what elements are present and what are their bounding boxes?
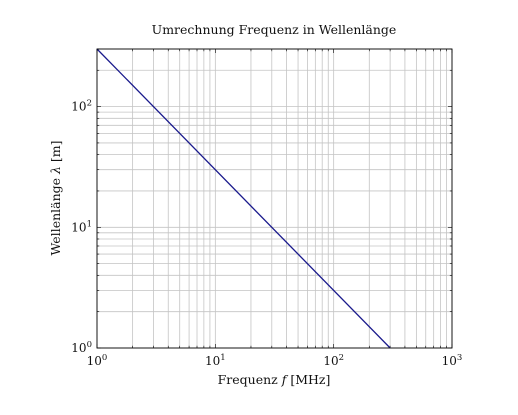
grid — [96, 48, 453, 349]
x-axis-label: Frequenz f [MHz] — [218, 372, 331, 387]
series-lines — [96, 48, 391, 349]
y-tick-label: 101 — [71, 219, 92, 234]
wavelength-line — [96, 48, 391, 349]
y-tick-labels: 100 101 102 — [71, 99, 92, 355]
y-axis-label: Wellenlänge λ [m] — [48, 140, 63, 255]
x-tick-label: 101 — [205, 353, 226, 368]
axis-ticks — [96, 48, 453, 349]
y-tick-label: 100 — [71, 340, 92, 355]
x-tick-label: 102 — [323, 353, 344, 368]
chart-title: Umrechnung Frequenz in Wellenlänge — [152, 22, 397, 37]
x-tick-label: 100 — [87, 353, 108, 368]
y-tick-label: 102 — [71, 99, 92, 114]
x-tick-labels: 100 101 102 103 — [87, 353, 463, 368]
plot-frame — [96, 48, 453, 349]
x-tick-label: 103 — [442, 353, 463, 368]
